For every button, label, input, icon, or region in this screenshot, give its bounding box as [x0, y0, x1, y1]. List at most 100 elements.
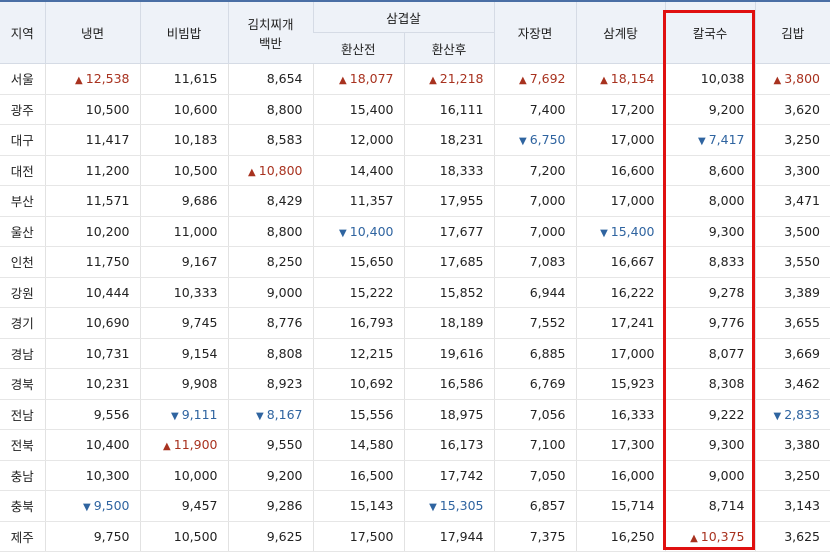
region-cell: 서울	[0, 63, 45, 95]
price-cell: 9,686	[139, 185, 228, 217]
price-cell: 9,457	[139, 490, 228, 522]
price-value: 6,885	[529, 345, 566, 361]
price-value: 12,215	[349, 345, 394, 361]
price-cell: 10,231	[44, 368, 140, 400]
region-cell: 전남	[0, 399, 45, 430]
price-value: 18,975	[439, 406, 484, 422]
price-value: 11,571	[85, 193, 130, 209]
price-value: 16,667	[610, 254, 655, 270]
price-cell: 16,333	[575, 399, 666, 430]
price-cell: 15,714	[575, 490, 666, 522]
price-cell: 17,000	[575, 124, 666, 156]
price-value: 3,471	[784, 193, 821, 209]
header-cell: 김치찌개 백반	[227, 0, 313, 64]
price-value: 12,000	[349, 132, 394, 148]
price-value: 7,100	[529, 437, 566, 453]
price-value: 3,380	[784, 437, 821, 453]
header-cell: 칼국수	[664, 0, 756, 64]
price-value: 17,241	[610, 315, 655, 331]
price-value: 7,050	[529, 467, 566, 483]
price-value: 8,077	[708, 345, 745, 361]
header-cell: 김밥	[754, 0, 830, 64]
price-value: 2,833	[784, 406, 821, 422]
price-cell: 7,000	[493, 185, 577, 217]
price-value: 3,669	[784, 345, 821, 361]
price-cell: 11,571	[44, 185, 140, 217]
price-value: 9,000	[708, 467, 745, 483]
price-cell: 8,800	[227, 216, 313, 247]
price-cell: 8,776	[227, 307, 313, 339]
up-arrow: ▲	[429, 75, 437, 87]
price-value: 16,250	[610, 528, 655, 544]
price-value: 7,692	[529, 71, 566, 87]
price-value: 9,167	[181, 254, 218, 270]
price-cell: 9,000	[664, 460, 756, 491]
price-value: 10,300	[85, 467, 130, 483]
price-value: 3,620	[784, 101, 821, 117]
price-value: 16,793	[349, 315, 394, 331]
price-cell: 16,000	[575, 460, 666, 491]
price-cell: 17,241	[575, 307, 666, 339]
price-cell: 17,955	[403, 185, 495, 217]
price-cell: 11,000	[139, 216, 228, 247]
price-cell: 15,556	[312, 399, 404, 430]
price-cell: 9,550	[227, 429, 313, 461]
price-cell: ▲ 21,218	[403, 63, 495, 95]
price-value: 6,750	[529, 132, 566, 148]
price-cell: 11,750	[44, 246, 140, 278]
price-value: 6,769	[529, 376, 566, 392]
price-value: 17,300	[610, 437, 655, 453]
up-arrow: ▲	[163, 441, 171, 453]
price-cell: 7,000	[493, 216, 577, 247]
price-cell: ▼ 15,305	[403, 490, 495, 522]
price-cell: 12,000	[312, 124, 404, 156]
price-cell: 18,231	[403, 124, 495, 156]
price-value: 11,357	[349, 193, 394, 209]
price-cell: 10,690	[44, 307, 140, 339]
price-value: 9,111	[181, 406, 218, 422]
header-cell: 삼겹살	[312, 0, 495, 33]
price-cell: ▼ 10,400	[312, 216, 404, 247]
price-cell: 11,615	[139, 63, 228, 95]
price-cell: 16,667	[575, 246, 666, 278]
price-value: 17,500	[349, 528, 394, 544]
price-value: 8,167	[266, 406, 303, 422]
price-cell: ▲ 18,154	[575, 63, 666, 95]
price-value: 8,000	[708, 193, 745, 209]
price-value: 9,908	[181, 376, 218, 392]
price-value: 15,852	[439, 284, 484, 300]
price-cell: 15,222	[312, 277, 404, 308]
price-value: 9,286	[266, 498, 303, 514]
price-value: 10,333	[173, 284, 218, 300]
price-value: 10,400	[349, 223, 394, 239]
price-value: 6,944	[529, 284, 566, 300]
price-cell: 18,333	[403, 155, 495, 186]
price-cell: 8,654	[227, 63, 313, 95]
price-value: 9,556	[93, 406, 130, 422]
table-row: 부산 11,571 9,686 8,429 11,357 17,955 7,000 17,00…	[0, 185, 830, 217]
price-cell: ▲ 11,900	[139, 429, 228, 461]
price-value: 16,173	[439, 437, 484, 453]
price-cell: 14,580	[312, 429, 404, 461]
price-value: 16,600	[610, 162, 655, 178]
price-cell: 9,222	[664, 399, 756, 430]
price-cell: 12,215	[312, 338, 404, 369]
price-value: 9,776	[708, 315, 745, 331]
up-arrow: ▲	[75, 75, 83, 87]
table-row: 경남 10,731 9,154 8,808 12,215 19,616 6,885 17,00…	[0, 338, 830, 369]
price-cell: 9,200	[227, 460, 313, 491]
price-cell: 10,444	[44, 277, 140, 308]
header-cell: 비빔밥	[139, 0, 228, 64]
price-value: 17,000	[610, 193, 655, 209]
price-cell: 11,357	[312, 185, 404, 217]
price-cell: ▲ 7,692	[493, 63, 577, 95]
price-value: 17,000	[610, 132, 655, 148]
price-value: 17,000	[610, 345, 655, 361]
price-value: 16,586	[439, 376, 484, 392]
header-cell: 자장면	[493, 0, 577, 64]
region-cell: 대전	[0, 155, 45, 186]
region-cell: 인천	[0, 246, 45, 278]
price-cell: 17,000	[575, 185, 666, 217]
price-cell: 16,111	[403, 94, 495, 125]
price-value: 3,389	[784, 284, 821, 300]
